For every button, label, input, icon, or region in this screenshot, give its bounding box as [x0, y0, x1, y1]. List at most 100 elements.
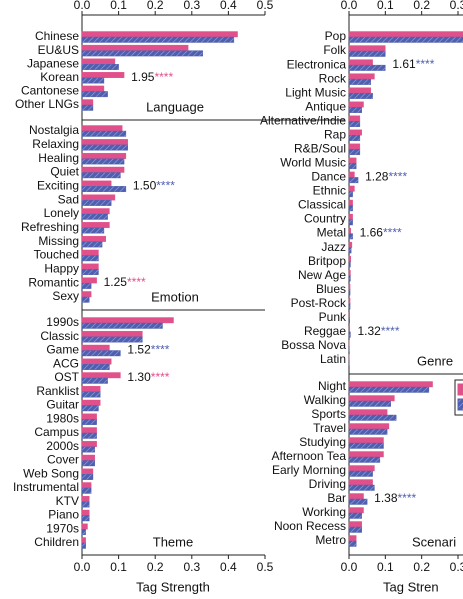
- annotation-value: 1.95: [131, 70, 155, 84]
- category-label: 2000s: [46, 439, 79, 453]
- bar: [348, 507, 364, 514]
- category-label: OST: [54, 370, 79, 384]
- bar: [348, 289, 351, 296]
- annotation-stars: ****: [156, 178, 175, 192]
- x-tick-label: 0.3: [183, 560, 200, 574]
- category-label: Afternoon Tea: [271, 449, 346, 463]
- x-tick-label: 0.1: [110, 560, 127, 574]
- category-label: Cantonese: [21, 84, 79, 98]
- bar: [348, 129, 362, 136]
- category-label: Bar: [327, 491, 346, 505]
- bar: [348, 92, 373, 99]
- x-axis-label: Tag Stren: [383, 579, 439, 594]
- annotation-value: 1.25: [104, 275, 128, 289]
- x-tick-label: 0.2: [147, 560, 164, 574]
- annotation-value: 1.61: [392, 57, 416, 71]
- bar: [348, 312, 350, 318]
- category-label: Exciting: [37, 178, 79, 192]
- bar: [81, 413, 97, 420]
- category-label: ACG: [53, 356, 79, 370]
- bar: [81, 36, 235, 43]
- bar: [348, 317, 350, 324]
- bar: [81, 542, 86, 549]
- annotation-stars: ****: [383, 226, 402, 240]
- bar: [348, 470, 373, 477]
- category-label: Ethnic: [313, 184, 346, 198]
- annotation-value: 1.66: [360, 226, 384, 240]
- panel-title: Emotion: [151, 289, 199, 304]
- legend-swatch: [457, 383, 463, 396]
- bar: [81, 144, 128, 151]
- category-label: Britpop: [308, 254, 346, 268]
- category-label: Rock: [319, 71, 347, 85]
- bar: [81, 344, 110, 351]
- bar: [81, 441, 97, 447]
- bar: [348, 400, 391, 407]
- bar: [348, 191, 353, 198]
- bar: [81, 446, 96, 453]
- bar: [81, 152, 127, 159]
- category-label: Guitar: [46, 398, 79, 412]
- bar: [81, 460, 96, 467]
- bar: [81, 199, 112, 206]
- bar: [81, 255, 99, 262]
- bar: [348, 275, 351, 282]
- bar: [81, 482, 92, 489]
- annotation-stars: ****: [381, 324, 400, 338]
- category-label: Lonely: [44, 206, 79, 220]
- x-tick-label: 0.1: [377, 0, 394, 12]
- bar: [81, 44, 189, 51]
- bar: [348, 442, 384, 449]
- x-tick-label: 0.4: [220, 0, 237, 12]
- x-tick-label: 0.0: [341, 560, 358, 574]
- annotation-value: 1.50: [133, 178, 157, 192]
- annotation: 1.25****: [104, 275, 146, 289]
- bar: [81, 85, 105, 92]
- bar: [348, 423, 390, 430]
- x-tick-label: 0.3: [450, 0, 463, 12]
- category-label: Alternative/Indie: [260, 113, 346, 127]
- bar: [81, 399, 101, 406]
- bar: [81, 99, 94, 106]
- category-label: Early Morning: [272, 463, 346, 477]
- category-label: Pop: [325, 29, 347, 43]
- bar: [81, 419, 97, 425]
- bar: [81, 350, 121, 357]
- bar: [81, 130, 127, 137]
- annotation: 1.30****: [127, 370, 169, 384]
- x-tick-label: 0.0: [74, 0, 91, 12]
- category-label: Studying: [299, 435, 346, 449]
- category-label: Walking: [304, 393, 346, 407]
- category-label: Reggae: [304, 324, 346, 338]
- bar: [81, 515, 90, 522]
- category-label: Quiet: [50, 165, 79, 179]
- category-label: New Age: [298, 268, 346, 282]
- bar: [81, 322, 163, 329]
- category-label: Romantic: [28, 275, 79, 289]
- x-tick-label: 0.3: [450, 560, 463, 574]
- category-label: Chinese: [35, 29, 79, 43]
- bar: [348, 106, 362, 113]
- bar: [348, 298, 351, 304]
- x-tick-label: 0.0: [74, 560, 91, 574]
- category-label: Game: [46, 343, 79, 357]
- panel-title: Theme: [153, 534, 193, 549]
- category-label: Folk: [323, 43, 347, 57]
- bar: [81, 72, 125, 79]
- category-label: Korean: [40, 70, 79, 84]
- category-label: Instrumental: [13, 480, 79, 494]
- category-label: Other LNGs: [15, 97, 79, 111]
- bar: [348, 381, 433, 388]
- bar: [348, 331, 351, 338]
- category-label: Antique: [305, 99, 346, 113]
- bar: [81, 523, 88, 530]
- bar: [348, 498, 368, 505]
- annotation: 1.61****: [392, 57, 434, 71]
- bar: [348, 409, 388, 416]
- bar: [348, 157, 357, 164]
- bar: [348, 233, 353, 240]
- category-label: Japanese: [27, 56, 79, 70]
- category-label: KTV: [56, 494, 79, 508]
- category-label: Latin: [320, 352, 346, 366]
- category-label: Punk: [319, 310, 347, 324]
